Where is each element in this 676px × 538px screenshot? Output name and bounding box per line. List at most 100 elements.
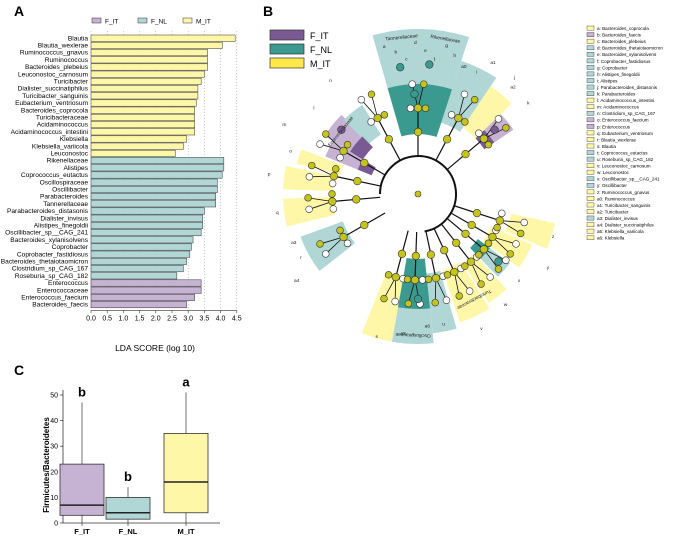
sector-letter-a4: a4 (294, 278, 300, 284)
boxplot-x-tick-label-m-it: M_IT (177, 527, 195, 536)
clade-label-oscillospiraceae: Oscillospiraceae (395, 331, 431, 338)
cladogram-node (426, 250, 435, 259)
lda-x-tick-label: 3.0 (183, 316, 193, 323)
cladogram-key-swatch (586, 202, 595, 208)
lda-bar-label-leuconostoc: Leuconostoc (51, 151, 89, 158)
lda-bar-label-bacteroides-plebeius: Bacteroides_plebeius (25, 64, 89, 71)
cladogram-leaf-node (420, 80, 428, 88)
cladogram-highlight-node (425, 60, 434, 69)
cladogram-node (360, 220, 369, 230)
cladogram-key-entry: r: Blautia_wexlerae (597, 137, 637, 142)
cladogram-leaf-node (328, 179, 337, 188)
cladogram-node (466, 257, 476, 266)
lda-bar-labels: BlautiaBlautia_wexleraeRuminococcus_gnav… (1, 35, 89, 308)
cladogram-key: a: Bacteroides_coprocola b: Bacteroides_f… (586, 25, 663, 241)
boxplot-box-f-nl (105, 496, 151, 520)
cladogram-key-swatch (586, 176, 595, 182)
cladogram-leaf-node (316, 140, 324, 148)
cladogram-key-swatch (586, 84, 595, 90)
sector-letter-z: z (552, 235, 555, 240)
cladogram-leaf-node (484, 239, 493, 248)
lda-bar-parabacteroides-distasonis (90, 207, 205, 215)
lda-bar-label-turicibacter-sanguinis: Turicibacter_sanguinis (22, 93, 88, 100)
boxplot-x-tick-label-f-it: F_IT (74, 527, 90, 536)
cladogram-key-swatch (586, 58, 595, 64)
cladogram-leaf-node (391, 297, 399, 306)
cladogram-key-entry: a6: Klebsiella (597, 236, 625, 241)
cladogram-key-swatch (586, 25, 595, 31)
clade-sector-inner-1 (350, 136, 373, 160)
lda-bar-label-ruminococcus: Ruminococcus (45, 57, 89, 64)
cladogram-key-swatch (586, 189, 595, 195)
cladogram-leaf-node (316, 240, 324, 248)
cladogram-node (352, 195, 361, 204)
cladogram-key-entry: m: Acidaminococcus (597, 105, 640, 110)
clade-sector-18 (505, 213, 555, 249)
sector-letter-a6: a6 (425, 324, 431, 330)
cladogram-highlight-node (490, 125, 499, 134)
lda-bar-tannerellaceae (90, 200, 216, 208)
cladogram-key-swatch (586, 150, 595, 155)
cladogram-legend-swatch-m-it (269, 57, 305, 69)
cladogram-key-entry: g: Coprobacter (597, 65, 628, 70)
lda-legend: F_IT F_NL M_IT (91, 17, 211, 26)
lda-bar-rikenellaceae (90, 157, 225, 165)
cladogram-node (413, 127, 423, 137)
lda-legend-label-f-it: F_IT (105, 19, 118, 26)
lda-bar-oscillospiraceae (90, 178, 218, 186)
lda-bar-bacteroides-xylanisolvens (90, 236, 194, 244)
cladogram-key-entry: a1: Turicibacter_sanguinis (597, 203, 651, 208)
lda-bar-enterococcus (90, 279, 202, 287)
lda-bar-label-alistipes-finegoldii: Alistipes_finegoldii (34, 223, 89, 230)
cladogram-leaf-node (506, 250, 514, 258)
cladogram-leaf-node (406, 104, 415, 113)
cladogram-leaf-node (502, 124, 510, 132)
cladogram-highlight-node (410, 89, 419, 99)
sector-letter-j: j (513, 75, 515, 81)
lda-bar-bacteroides-thetaiotaomicron (90, 257, 187, 265)
cladogram-root-arc (379, 155, 457, 233)
cladogram-key-entry: s: Blautia (597, 144, 616, 149)
cladogram-leaf-node (367, 118, 375, 126)
clade-sector-7 (296, 149, 344, 175)
boxplot-axes: 0 10 20 30 40 50 F_IT F_NL M_IT (50, 390, 220, 536)
sector-letter-p: p (268, 173, 271, 178)
cladogram-highlight-node (396, 63, 405, 72)
lda-bar-label-oscillibacter-sp-cag-241: Oscillibacter_sp__CAG_241 (5, 230, 88, 237)
sector-letter-x: x (518, 279, 521, 284)
lda-bar-chart: F_IT F_NL M_IT BlautiaBlautia_wexleraeRumi… (1, 17, 242, 353)
lda-bar-label-enterococcus: Enterococcus (48, 280, 89, 287)
lda-legend-swatch-f-it (91, 17, 102, 24)
lda-bar-turicibacteraceae (90, 113, 195, 121)
cladogram-key-entry: c: Bacteroides_plebeius (597, 39, 646, 44)
cladogram-leaf-node (329, 205, 338, 213)
lda-bar-blautia-wexlerae (90, 41, 223, 49)
panel-label-a: A (14, 3, 24, 19)
clade-label-tannerellaceae: Tannerellaceae (385, 33, 418, 42)
cladogram-key-entry: a4: Dialister_succinatiphilus (597, 223, 654, 228)
clade-sector-15 (462, 253, 507, 304)
lda-x-tick-label: 2.5 (167, 316, 177, 323)
cladogram-leaf-node (465, 287, 474, 295)
cladogram-key-entry: y: Oscillibacter (597, 183, 627, 188)
cladogram-key-entry: h: Alistipes_finegoldii (597, 72, 640, 77)
sector-letter-y: y (547, 266, 550, 271)
sector-letter-f: f (434, 57, 436, 63)
boxplot-boxes: b b a (59, 374, 209, 523)
cladogram-node (328, 197, 337, 206)
lda-bar-acidaminococcus-intestini (90, 128, 195, 136)
cladogram-node (353, 177, 362, 186)
lda-bar-oscillibacter (90, 185, 218, 193)
sector-letter-w: w (504, 303, 508, 308)
cladogram-node (479, 245, 488, 254)
lda-bar-blautia (90, 34, 236, 42)
sector-letter-c: c (405, 58, 408, 63)
cladogram-key-swatch (586, 110, 595, 116)
lda-bar-label-acidaminococcus-intestini: Acidaminococcus_intestini (11, 129, 89, 136)
cladogram-leaf-node (332, 165, 340, 173)
lda-bar-acidaminococcus (90, 121, 195, 129)
cladogram-key-entry: a0: Ruminococcus (597, 196, 635, 201)
cladogram-key-entry: a: Bacteroides_coprocola (597, 26, 649, 31)
sector-letter-m: m (282, 123, 286, 128)
cladogram-key-swatch (586, 124, 595, 129)
